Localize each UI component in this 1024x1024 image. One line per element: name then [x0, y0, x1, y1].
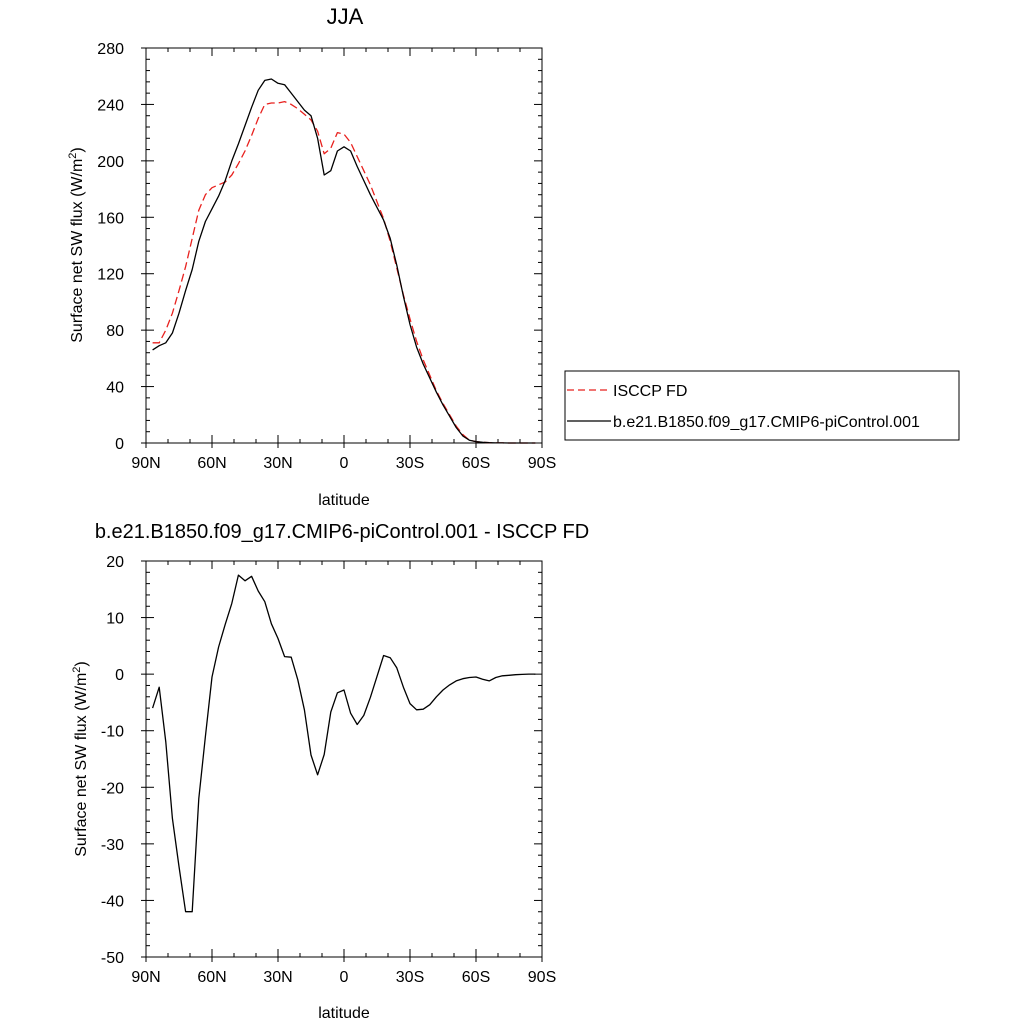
bottom-series-line-0 — [151, 574, 536, 913]
bottom-y-tick-label: -20 — [101, 780, 124, 797]
legend-label-model: b.e21.B1850.f09_g17.CMIP6-piControl.001 — [613, 414, 920, 431]
top-y-tick-label: 80 — [106, 323, 124, 340]
top-x-tick-label: 60S — [462, 455, 490, 472]
bottom-y-axis-label-main: Surface net SW flux (W/m — [73, 673, 90, 857]
bottom-axis-ticks: 90N 60N 30N 0 30S 60S 90S -50 -40 -30 -20 -10 0 10 20 — [101, 554, 556, 986]
top-y-tick-label: 40 — [106, 380, 124, 397]
top-x-tick-label: 30N — [263, 455, 292, 472]
bottom-series-lines — [151, 574, 536, 913]
top-y-tick-label: 0 — [115, 436, 124, 453]
top-series-line-1 — [152, 78, 536, 444]
top-legend: ISCCP FD b.e21.B1850.f09_g17.CMIP6-piCon… — [564, 370, 960, 441]
top-y-tick-label: 120 — [97, 267, 124, 284]
top-y-axis-label-main: Surface net SW flux (W/m — [69, 159, 86, 343]
bottom-y-tick-label: -40 — [101, 893, 124, 910]
bottom-y-tick-label: 0 — [115, 667, 124, 684]
bottom-plot-frame — [145, 560, 543, 958]
top-series-line-0 — [152, 100, 536, 444]
bottom-x-tick-label: 30S — [396, 969, 424, 986]
bottom-x-tick-label: 90S — [528, 969, 556, 986]
bottom-y-tick-label: -10 — [101, 724, 124, 741]
top-y-tick-label: 160 — [97, 210, 124, 227]
bottom-y-tick-label: -50 — [101, 950, 124, 967]
top-series-lines — [152, 78, 536, 444]
bottom-x-axis-label: latitude — [318, 1005, 370, 1022]
top-x-tick-label: 90N — [131, 455, 160, 472]
top-axis-ticks: 90N 60N 30N 0 30S 60S 90S 0 40 80 120 160 200 240 280 — [97, 41, 556, 472]
bottom-y-axis-label: Surface net SW flux (W/m2) — [71, 661, 90, 857]
top-x-tick-label: 30S — [396, 455, 424, 472]
top-x-tick-label: 90S — [528, 455, 556, 472]
top-y-tick-label: 200 — [97, 154, 124, 171]
top-y-tick-label: 280 — [97, 41, 124, 58]
top-x-tick-label: 0 — [340, 455, 349, 472]
top-plot-frame — [145, 47, 543, 444]
bottom-y-tick-label: -30 — [101, 837, 124, 854]
bottom-y-axis-label-superscript: 2 — [71, 667, 83, 673]
top-y-axis-label-superscript: 2 — [67, 153, 79, 159]
bottom-y-tick-label: 20 — [106, 554, 124, 571]
bottom-x-tick-label: 90N — [131, 969, 160, 986]
top-y-axis-label-tail: ) — [69, 147, 86, 152]
bottom-x-tick-label: 0 — [340, 969, 349, 986]
bottom-y-axis-label-tail: ) — [73, 661, 90, 666]
bottom-x-tick-label: 60N — [197, 969, 226, 986]
bottom-x-tick-label: 60S — [462, 969, 490, 986]
bottom-panel: b.e21.B1850.f09_g17.CMIP6-piControl.001 … — [71, 521, 589, 1022]
bottom-x-tick-label: 30N — [263, 969, 292, 986]
top-chart-title: JJA — [327, 4, 364, 29]
top-x-tick-label: 60N — [197, 455, 226, 472]
legend-label-isccp: ISCCP FD — [613, 383, 687, 400]
legend-box — [564, 370, 960, 441]
bottom-chart-title: b.e21.B1850.f09_g17.CMIP6-piControl.001 … — [95, 521, 589, 543]
top-y-tick-label: 240 — [97, 97, 124, 114]
top-y-axis-label: Surface net SW flux (W/m2) — [67, 147, 86, 343]
top-panel: JJA 90N 60N 30N 0 30S 60S 90S 0 40 80 120 160 200 240… — [67, 4, 960, 509]
top-x-axis-label: latitude — [318, 492, 370, 509]
bottom-y-tick-label: 10 — [106, 611, 124, 628]
